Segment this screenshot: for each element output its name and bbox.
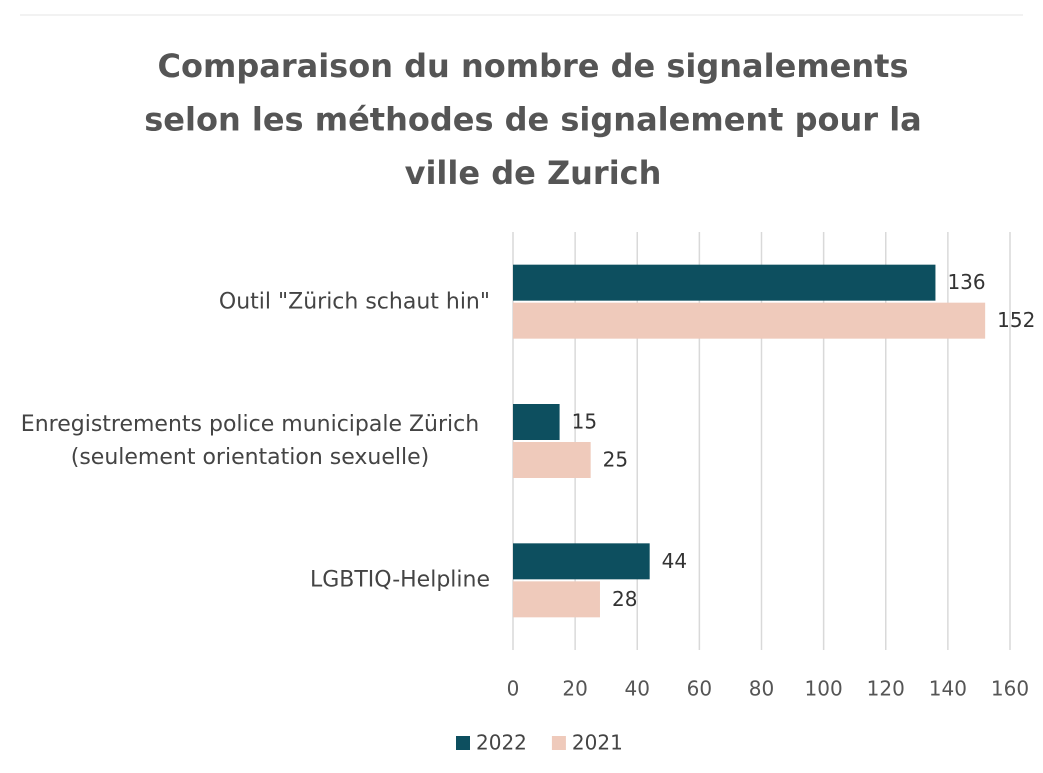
value-label: 25 bbox=[603, 448, 628, 472]
x-tick-label: 160 bbox=[991, 677, 1029, 701]
x-tick-label: 20 bbox=[562, 677, 587, 701]
x-tick-label: 0 bbox=[507, 677, 520, 701]
bar bbox=[513, 404, 560, 440]
x-tick-label: 80 bbox=[749, 677, 774, 701]
value-label: 152 bbox=[997, 308, 1035, 332]
chart-title: Comparaison du nombre de signalements bbox=[158, 47, 909, 85]
legend-label: 2021 bbox=[572, 731, 623, 755]
value-label: 28 bbox=[612, 587, 637, 611]
legend-swatch bbox=[551, 736, 566, 750]
value-label: 15 bbox=[572, 410, 597, 434]
bar bbox=[513, 442, 591, 478]
x-tick-label: 40 bbox=[625, 677, 650, 701]
x-tick-label: 100 bbox=[805, 677, 843, 701]
bar bbox=[513, 543, 650, 580]
x-tick-label: 120 bbox=[867, 677, 905, 701]
legend-swatch bbox=[456, 736, 470, 750]
legend-label: 2022 bbox=[476, 731, 527, 755]
chart-title: selon les méthodes de signalement pour l… bbox=[144, 101, 922, 139]
chart-title: ville de Zurich bbox=[405, 154, 662, 192]
x-tick-label: 140 bbox=[929, 677, 967, 701]
value-label: 44 bbox=[662, 549, 687, 573]
y-tick-label: Outil "Zürich schaut hin" bbox=[218, 289, 490, 315]
bar bbox=[513, 302, 986, 339]
x-tick-label: 60 bbox=[687, 677, 712, 701]
value-label: 136 bbox=[947, 270, 985, 294]
y-tick-label: Enregistrements police municipale Zürich… bbox=[20, 412, 480, 470]
bar bbox=[513, 581, 600, 618]
y-tick-label: LGBTIQ-Helpline bbox=[309, 567, 490, 593]
bar bbox=[513, 264, 936, 301]
